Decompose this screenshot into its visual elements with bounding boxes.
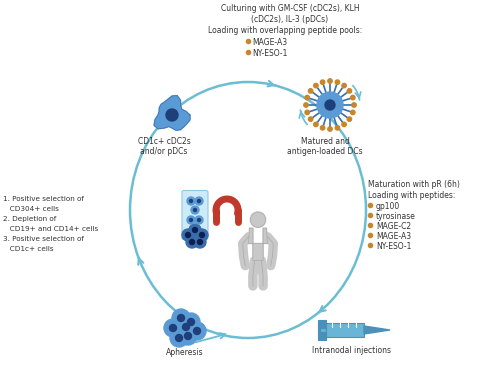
Circle shape xyxy=(305,95,310,100)
Text: Culturing with GM-CSF (cDC2s), KLH: Culturing with GM-CSF (cDC2s), KLH xyxy=(220,4,360,13)
FancyBboxPatch shape xyxy=(318,320,326,340)
Circle shape xyxy=(190,199,192,203)
Circle shape xyxy=(342,83,346,88)
Text: Apheresis: Apheresis xyxy=(166,348,204,357)
Circle shape xyxy=(308,89,313,93)
Circle shape xyxy=(182,313,200,331)
Circle shape xyxy=(186,236,198,248)
Circle shape xyxy=(304,103,308,107)
Circle shape xyxy=(320,126,325,130)
Circle shape xyxy=(342,122,346,126)
Circle shape xyxy=(166,109,178,121)
Text: CD1c+ cells: CD1c+ cells xyxy=(3,246,53,252)
Circle shape xyxy=(164,319,182,337)
Polygon shape xyxy=(248,228,268,260)
Text: CD19+ and CD14+ cells: CD19+ and CD14+ cells xyxy=(3,226,98,232)
Text: Loading with overlapping peptide pools:: Loading with overlapping peptide pools: xyxy=(208,26,362,35)
Text: 3. Positive selection of: 3. Positive selection of xyxy=(3,236,84,242)
Circle shape xyxy=(200,232,204,237)
Circle shape xyxy=(179,327,197,345)
Circle shape xyxy=(305,110,310,114)
Circle shape xyxy=(325,100,335,110)
Circle shape xyxy=(170,324,176,331)
Circle shape xyxy=(190,218,192,222)
Circle shape xyxy=(347,89,352,93)
Circle shape xyxy=(328,127,332,131)
Circle shape xyxy=(194,208,196,211)
Circle shape xyxy=(335,126,340,130)
Text: gp100: gp100 xyxy=(376,202,400,211)
Circle shape xyxy=(335,80,340,84)
Circle shape xyxy=(188,319,194,326)
Text: Loading with peptides:: Loading with peptides: xyxy=(368,191,456,200)
Circle shape xyxy=(182,229,194,241)
Text: 2. Depletion of: 2. Depletion of xyxy=(3,216,56,222)
Circle shape xyxy=(198,199,200,203)
Circle shape xyxy=(184,333,192,340)
Circle shape xyxy=(308,117,313,121)
Circle shape xyxy=(350,110,355,114)
FancyBboxPatch shape xyxy=(182,191,208,239)
Polygon shape xyxy=(154,95,190,130)
Circle shape xyxy=(195,197,203,205)
Text: NY-ESO-1: NY-ESO-1 xyxy=(252,49,288,58)
Circle shape xyxy=(191,206,199,214)
Circle shape xyxy=(170,329,188,347)
Circle shape xyxy=(194,236,206,248)
Text: CD304+ cells: CD304+ cells xyxy=(3,206,59,212)
Circle shape xyxy=(250,212,266,227)
Circle shape xyxy=(178,315,184,322)
Circle shape xyxy=(192,227,198,232)
Circle shape xyxy=(176,334,182,341)
Circle shape xyxy=(194,327,200,334)
Circle shape xyxy=(189,224,201,236)
Circle shape xyxy=(182,324,190,331)
Circle shape xyxy=(177,318,195,336)
Circle shape xyxy=(198,218,200,222)
Text: MAGE-A3: MAGE-A3 xyxy=(252,38,287,47)
Text: MAGE-C2: MAGE-C2 xyxy=(376,222,411,231)
Circle shape xyxy=(187,216,195,224)
Circle shape xyxy=(328,79,332,83)
Circle shape xyxy=(186,232,190,237)
FancyBboxPatch shape xyxy=(324,323,364,337)
Circle shape xyxy=(190,239,194,244)
Text: tyrosinase: tyrosinase xyxy=(376,212,416,221)
Text: NY-ESO-1: NY-ESO-1 xyxy=(376,242,412,251)
Circle shape xyxy=(172,309,190,327)
Circle shape xyxy=(320,80,325,84)
Circle shape xyxy=(188,322,206,340)
Text: 1. Positive selection of: 1. Positive selection of xyxy=(3,196,84,202)
Circle shape xyxy=(347,117,352,121)
Circle shape xyxy=(195,216,203,224)
Circle shape xyxy=(198,239,202,244)
Circle shape xyxy=(314,83,318,88)
Circle shape xyxy=(352,103,356,107)
Text: Matured and
antigen-loaded DCs: Matured and antigen-loaded DCs xyxy=(287,137,363,156)
Text: Intranodal injections: Intranodal injections xyxy=(312,346,392,355)
Text: Maturation with pR (6h): Maturation with pR (6h) xyxy=(368,180,460,189)
Text: (cDC2s), IL-3 (pDCs): (cDC2s), IL-3 (pDCs) xyxy=(252,15,328,24)
Circle shape xyxy=(187,197,195,205)
Text: MAGE-A3: MAGE-A3 xyxy=(376,232,411,241)
Circle shape xyxy=(196,229,208,241)
Polygon shape xyxy=(364,326,390,334)
Circle shape xyxy=(317,92,343,118)
Circle shape xyxy=(314,122,318,126)
Text: CD1c+ cDC2s
and/or pDCs: CD1c+ cDC2s and/or pDCs xyxy=(138,137,190,156)
Circle shape xyxy=(350,95,355,100)
